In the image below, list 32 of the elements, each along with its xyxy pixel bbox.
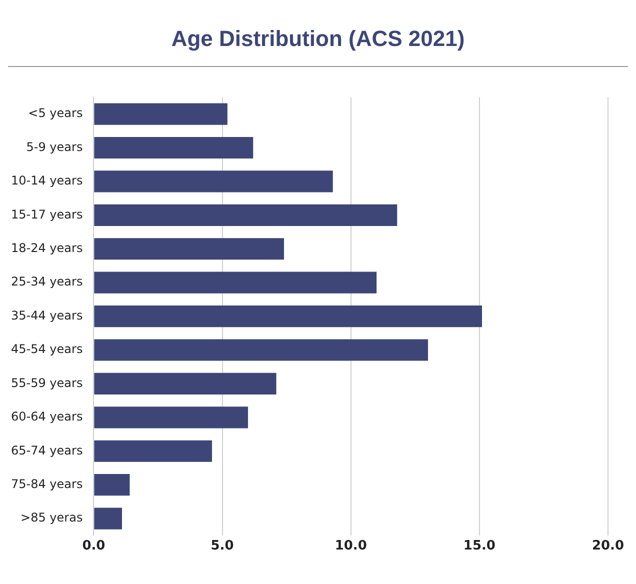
bar [94,103,228,125]
y-tick-label: 45-54 years [10,342,83,356]
x-tick-label: 15.0 [463,538,496,554]
x-tick-label: 0.0 [82,538,106,554]
bar [94,372,276,394]
chart-title: Age Distribution (ACS 2021) [170,25,466,53]
y-tick-label: 35-44 years [10,308,83,322]
y-tick-label: 18-24 years [10,241,83,256]
y-tick-label: >85 yeras [20,510,83,525]
x-tick-label: 5.0 [210,538,234,554]
bar [94,406,248,428]
bar [94,136,254,159]
y-tick-label: 65-74 years [10,443,83,458]
bar [94,440,212,462]
bar [94,508,122,530]
bar [94,170,333,192]
x-tick-label: 10.0 [334,538,367,554]
bar [94,272,377,294]
bar [94,238,284,260]
bar [94,339,428,361]
bar [94,204,398,226]
y-tick-label: 60-64 years [10,410,83,424]
y-tick-label: 55-59 years [10,376,83,390]
bar [94,474,130,496]
y-tick-label: 15-17 years [10,207,83,222]
y-tick-label: 10-14 years [10,174,83,188]
y-tick-label: <5 years [28,106,83,120]
y-tick-label: 5-9 years [26,140,83,154]
x-tick-label: 20.0 [592,538,624,554]
y-tick-label: 75-84 years [10,476,83,491]
bar [94,306,482,328]
y-tick-label: 25-34 years [10,274,83,289]
